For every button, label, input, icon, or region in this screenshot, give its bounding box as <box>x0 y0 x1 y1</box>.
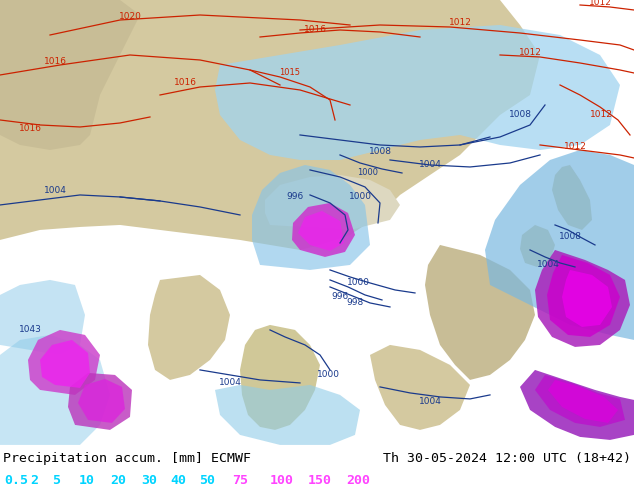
Polygon shape <box>548 380 618 423</box>
Text: 1004: 1004 <box>418 397 441 406</box>
Polygon shape <box>0 335 110 445</box>
Polygon shape <box>562 270 612 327</box>
Text: 1043: 1043 <box>18 325 41 335</box>
Polygon shape <box>298 211 344 251</box>
Text: 1004: 1004 <box>44 187 67 196</box>
Text: 996: 996 <box>332 293 349 301</box>
Polygon shape <box>0 0 140 150</box>
Text: Precipitation accum. [mm] ECMWF: Precipitation accum. [mm] ECMWF <box>3 452 251 465</box>
Polygon shape <box>215 25 620 160</box>
Polygon shape <box>40 340 90 388</box>
Text: 1012: 1012 <box>588 0 611 7</box>
Text: 1015: 1015 <box>280 69 301 77</box>
Polygon shape <box>547 255 620 337</box>
Text: 1012: 1012 <box>519 49 541 57</box>
Text: 1012: 1012 <box>590 110 612 120</box>
Text: 1016: 1016 <box>44 57 67 67</box>
Polygon shape <box>0 280 85 355</box>
Text: 5: 5 <box>52 474 60 487</box>
Text: 1004: 1004 <box>219 378 242 388</box>
Polygon shape <box>28 330 100 395</box>
Text: 10: 10 <box>79 474 95 487</box>
Text: 2: 2 <box>30 474 38 487</box>
Polygon shape <box>552 165 592 230</box>
Text: 1012: 1012 <box>449 19 472 27</box>
Text: 50: 50 <box>199 474 215 487</box>
Polygon shape <box>215 385 360 445</box>
Polygon shape <box>148 275 230 380</box>
Text: 1016: 1016 <box>304 25 327 34</box>
Text: 1012: 1012 <box>564 143 586 151</box>
Polygon shape <box>425 245 535 380</box>
Text: 1000: 1000 <box>347 278 370 288</box>
Text: 100: 100 <box>270 474 294 487</box>
Polygon shape <box>535 250 630 347</box>
Text: 75: 75 <box>232 474 248 487</box>
Text: 1004: 1004 <box>418 160 441 170</box>
Text: 1008: 1008 <box>508 110 531 120</box>
Polygon shape <box>0 0 540 250</box>
Text: 1004: 1004 <box>536 261 559 270</box>
Polygon shape <box>252 165 370 270</box>
Polygon shape <box>520 225 555 267</box>
Text: 1000: 1000 <box>349 193 372 201</box>
Polygon shape <box>485 150 634 340</box>
Polygon shape <box>240 325 320 430</box>
Polygon shape <box>265 175 400 230</box>
Polygon shape <box>520 370 634 440</box>
Text: 998: 998 <box>346 298 364 307</box>
Text: 20: 20 <box>110 474 126 487</box>
Text: 1000: 1000 <box>358 169 378 177</box>
Text: 1016: 1016 <box>18 124 41 133</box>
Text: 40: 40 <box>170 474 186 487</box>
Text: 1008: 1008 <box>368 147 392 156</box>
Text: 0.5: 0.5 <box>4 474 28 487</box>
Polygon shape <box>535 375 625 427</box>
Text: Th 30-05-2024 12:00 UTC (18+42): Th 30-05-2024 12:00 UTC (18+42) <box>383 452 631 465</box>
Polygon shape <box>370 345 470 430</box>
Polygon shape <box>78 379 125 423</box>
Polygon shape <box>292 203 355 257</box>
Polygon shape <box>68 373 132 430</box>
Text: 1000: 1000 <box>316 370 339 379</box>
Text: 1020: 1020 <box>119 13 141 22</box>
Text: 200: 200 <box>346 474 370 487</box>
Text: 30: 30 <box>141 474 157 487</box>
Text: 1008: 1008 <box>559 232 581 242</box>
Text: 1016: 1016 <box>174 78 197 88</box>
Text: 996: 996 <box>287 193 304 201</box>
Text: 150: 150 <box>308 474 332 487</box>
